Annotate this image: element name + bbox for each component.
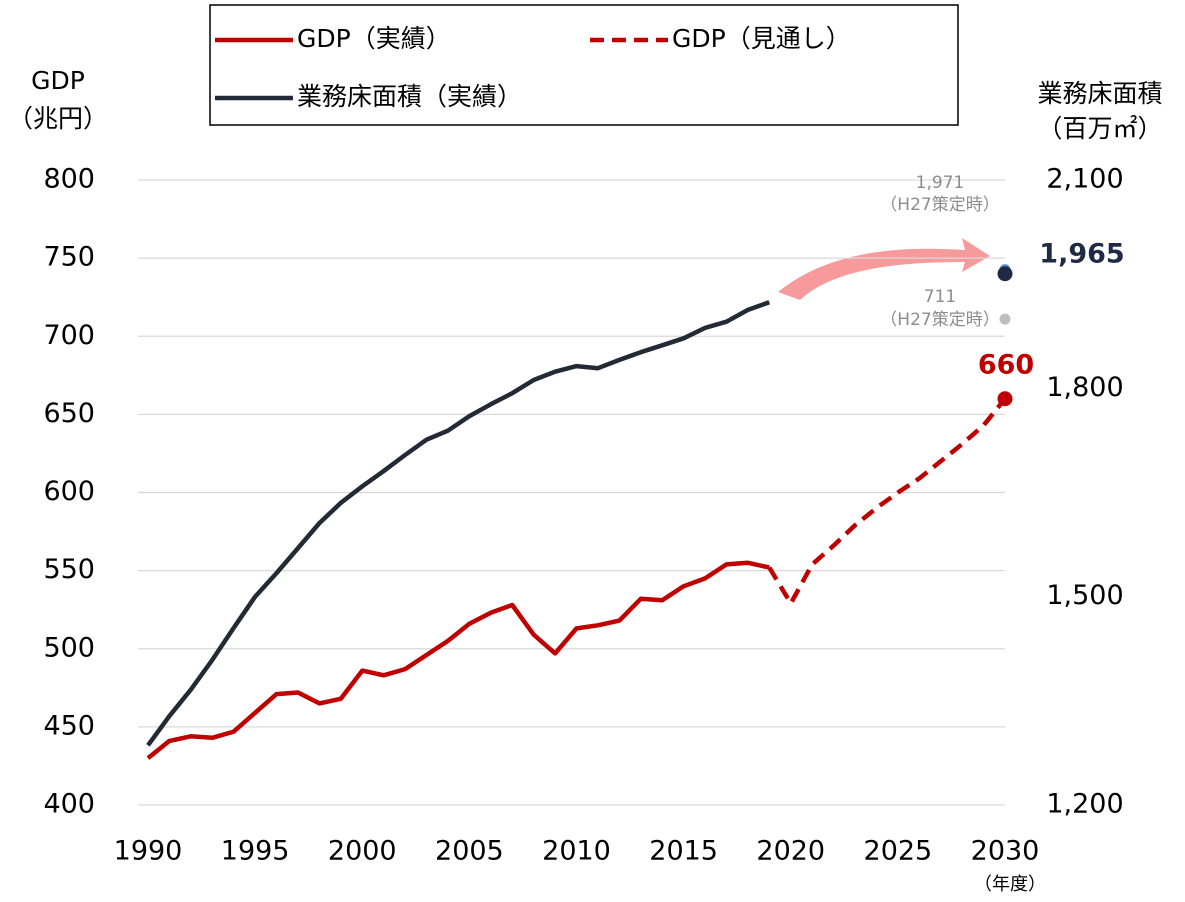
series-line [146, 560, 770, 760]
x-tick-label: 2010 [542, 836, 611, 867]
y-tick-label: 700 [43, 320, 95, 351]
y-title: GDP [31, 66, 85, 95]
y-tick-label: 450 [43, 710, 95, 741]
y-tick-label: 500 [43, 632, 95, 663]
annotation-label: 1,965 [1039, 239, 1124, 270]
series-line [146, 300, 771, 747]
annotation-point [997, 266, 1013, 282]
annotation-point [997, 391, 1013, 407]
annotation-label: 1,971 [916, 173, 965, 193]
y2-title: 業務床面積 [1037, 79, 1162, 108]
y2-title: （百万㎡） [1037, 114, 1162, 143]
x-tick-label: 1995 [221, 836, 290, 867]
annotation-note: （H27策定時） [880, 310, 999, 330]
legend-box [209, 4, 959, 126]
x-tick-label: 1990 [114, 836, 183, 867]
legend-label: 業務床面積（実績） [297, 82, 522, 111]
x-tick-label: 2005 [435, 836, 504, 867]
y-tick-label: 550 [43, 554, 95, 585]
trend-arrow [778, 238, 990, 300]
x-tick-label: 2025 [864, 836, 933, 867]
y-title: （兆円） [8, 104, 108, 133]
y2-tick-label: 1,200 [1046, 789, 1123, 820]
y-tick-label: 650 [43, 398, 95, 429]
x-tick-label: 2030 [971, 836, 1040, 867]
y-tick-label: 600 [43, 476, 95, 507]
y2-tick-label: 2,100 [1046, 164, 1123, 195]
legend-label: GDP（実績） [297, 24, 451, 53]
y2-tick-label: 1,500 [1046, 580, 1123, 611]
annotation-label: 660 [978, 350, 1034, 381]
annotation-point [999, 313, 1011, 325]
series-line [767, 397, 1007, 606]
x-unit: （年度） [974, 874, 1046, 895]
x-tick-label: 2020 [756, 836, 825, 867]
x-tick-label: 2015 [649, 836, 718, 867]
legend-label: GDP（見通し） [672, 24, 851, 53]
annotation-note: （H27策定時） [880, 195, 999, 215]
y-tick-label: 800 [43, 164, 95, 195]
x-tick-label: 2000 [328, 836, 397, 867]
y-tick-label: 400 [43, 789, 95, 820]
y-tick-label: 750 [43, 242, 95, 273]
y2-tick-label: 1,800 [1046, 372, 1123, 403]
annotation-label: 711 [924, 287, 956, 307]
